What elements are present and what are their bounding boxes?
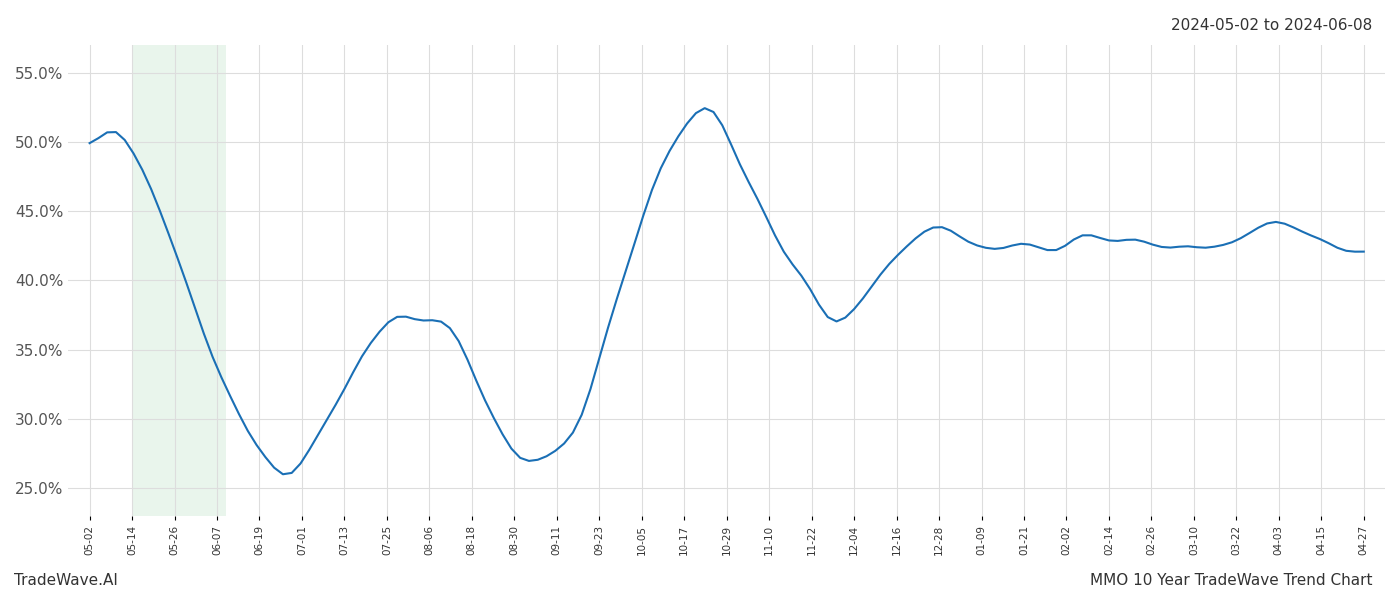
Bar bbox=[132, 45, 225, 516]
Text: TradeWave.AI: TradeWave.AI bbox=[14, 573, 118, 588]
Text: MMO 10 Year TradeWave Trend Chart: MMO 10 Year TradeWave Trend Chart bbox=[1089, 573, 1372, 588]
Text: 2024-05-02 to 2024-06-08: 2024-05-02 to 2024-06-08 bbox=[1170, 18, 1372, 33]
